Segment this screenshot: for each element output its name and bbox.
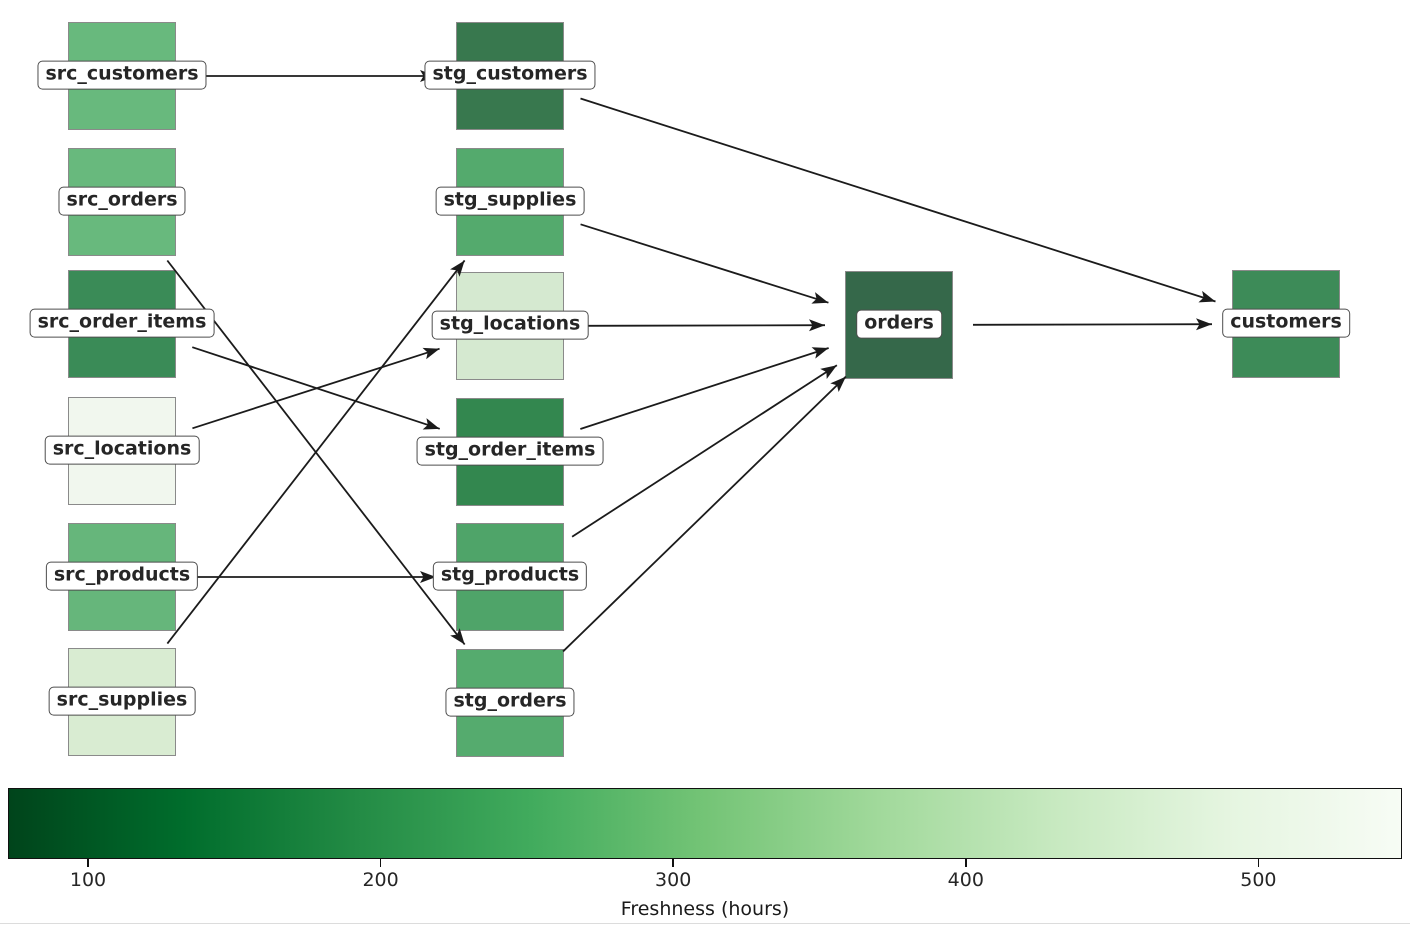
node-label-src_supplies[interactable]: src_supplies	[48, 686, 196, 716]
edge-stg_order_items-to-orders	[580, 347, 829, 430]
colorbar-tick-label-300: 300	[655, 869, 692, 891]
edge-src_locations-to-stg_locations	[192, 347, 440, 430]
colorbar-tick-mark-400	[965, 859, 967, 867]
node-label-src_locations[interactable]: src_locations	[44, 435, 200, 465]
node-label-src_customers[interactable]: src_customers	[37, 60, 207, 90]
colorbar-tick-mark-500	[1257, 859, 1260, 867]
edge-stg_locations-to-orders	[583, 319, 826, 332]
edge-src_order_items-to-stg_order_items	[191, 346, 441, 430]
bottom-divider	[0, 923, 1410, 924]
edge-stg_products-to-orders	[571, 364, 838, 538]
edge-orders-to-customers	[972, 318, 1213, 331]
node-label-src_order_items[interactable]: src_order_items	[29, 308, 215, 338]
node-label-stg_customers[interactable]: stg_customers	[424, 60, 596, 90]
colorbar-tick-label-400: 400	[947, 869, 984, 891]
node-label-stg_order_items[interactable]: stg_order_items	[416, 436, 604, 466]
node-label-stg_supplies[interactable]: stg_supplies	[435, 186, 585, 216]
node-label-src_products[interactable]: src_products	[45, 561, 199, 591]
edge-stg_supplies-to-orders	[580, 223, 829, 304]
edge-stg_orders-to-orders	[562, 375, 847, 653]
node-label-src_orders[interactable]: src_orders	[58, 186, 186, 216]
freshness-colorbar	[8, 788, 1402, 859]
node-label-customers[interactable]: customers	[1222, 308, 1350, 338]
colorbar-tick-mark-200	[379, 859, 382, 867]
colorbar-axis-label: Freshness (hours)	[620, 898, 790, 920]
node-label-orders[interactable]: orders	[856, 309, 942, 339]
colorbar-tick-mark-300	[672, 859, 674, 867]
colorbar-tick-label-500: 500	[1240, 869, 1277, 891]
colorbar-tick-mark-100	[87, 859, 89, 867]
edge-layer	[166, 70, 1216, 653]
node-label-stg_orders[interactable]: stg_orders	[445, 687, 575, 717]
node-label-stg_locations[interactable]: stg_locations	[431, 310, 589, 340]
node-label-stg_products[interactable]: stg_products	[432, 561, 588, 591]
colorbar-tick-label-200: 200	[362, 869, 399, 891]
colorbar-tick-label-100: 100	[69, 869, 107, 891]
